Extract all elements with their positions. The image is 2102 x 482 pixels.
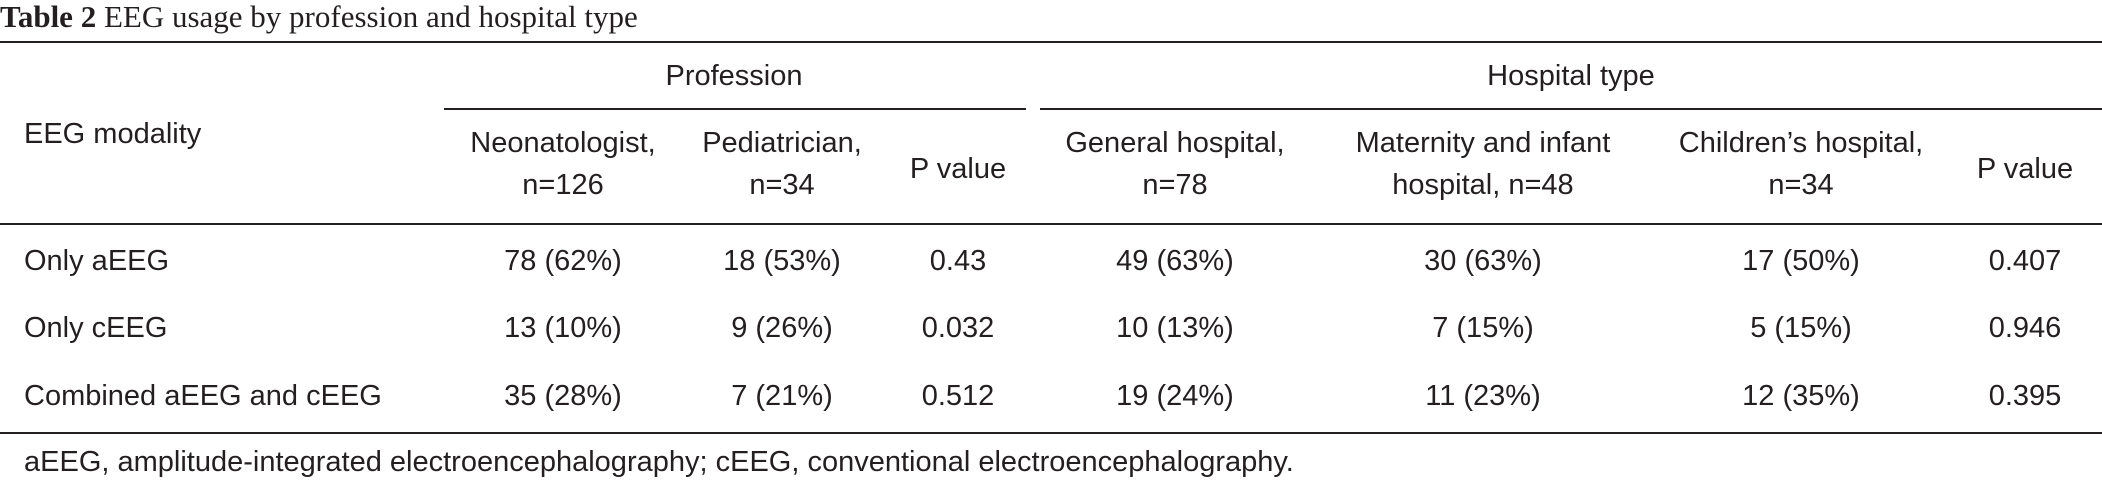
table-cell: 0.407	[1988, 245, 2062, 277]
col-header-neonatologist: Neonatologist, n=126	[470, 127, 656, 201]
table-title: EEG usage by profession and hospital typ…	[103, 0, 638, 34]
table-cell: 11 (23%)	[1425, 380, 1541, 412]
table-cell: 5 (15%)	[1750, 312, 1852, 344]
group-header-hospital-type: Hospital type	[1487, 60, 1655, 92]
top-rule	[0, 41, 2102, 43]
table-cell: 13 (10%)	[504, 312, 622, 344]
col-header-childrens-hospital: Children’s hospital, n=34	[1678, 127, 1924, 201]
row-label: Combined aEEG and cEEG	[24, 380, 382, 412]
group-line-profession	[444, 108, 1026, 110]
table-cell: 10 (13%)	[1116, 312, 1234, 344]
col-header-general-hospital: General hospital, n=78	[1065, 127, 1285, 201]
header-rule	[0, 223, 2102, 225]
col-header-maternity-infant-hospital: Maternity and infant hospital, n=48	[1355, 127, 1611, 201]
table-cell: 0.395	[1988, 380, 2062, 412]
table-cell: 30 (63%)	[1424, 245, 1542, 277]
table-cell: 19 (24%)	[1116, 380, 1234, 412]
row-header: EEG modality	[24, 118, 202, 150]
col-header-p-value-profession: P value	[909, 153, 1007, 185]
col-header-pediatrician: Pediatrician, n=34	[702, 127, 862, 201]
bottom-rule	[0, 432, 2102, 434]
table-cell: 17 (50%)	[1742, 245, 1860, 277]
table-cell: 7 (21%)	[731, 380, 833, 412]
row-label: Only aEEG	[24, 245, 170, 277]
table-cell: 0.512	[921, 380, 995, 412]
table-cell: 0.43	[929, 245, 987, 277]
table-cell: 78 (62%)	[504, 245, 622, 277]
table-cell: 12 (35%)	[1742, 380, 1860, 412]
group-header-profession: Profession	[665, 60, 803, 92]
table-cell: 0.946	[1988, 312, 2062, 344]
table-label: Table 2	[0, 0, 97, 34]
table-cell: 49 (63%)	[1116, 245, 1234, 277]
table-cell: 18 (53%)	[723, 245, 841, 277]
table-footnote: aEEG, amplitude-integrated electroenceph…	[24, 446, 1294, 478]
table-cell: 7 (15%)	[1432, 312, 1534, 344]
col-header-p-value-hospital: P value	[1976, 153, 2074, 185]
table-cell: 35 (28%)	[504, 380, 622, 412]
row-label: Only cEEG	[24, 312, 168, 344]
table-caption: Table 2 EEG usage by profession and hosp…	[0, 0, 638, 34]
table-cell: 0.032	[921, 312, 995, 344]
table-cell: 9 (26%)	[731, 312, 833, 344]
group-line-hospital-type	[1040, 108, 2102, 110]
